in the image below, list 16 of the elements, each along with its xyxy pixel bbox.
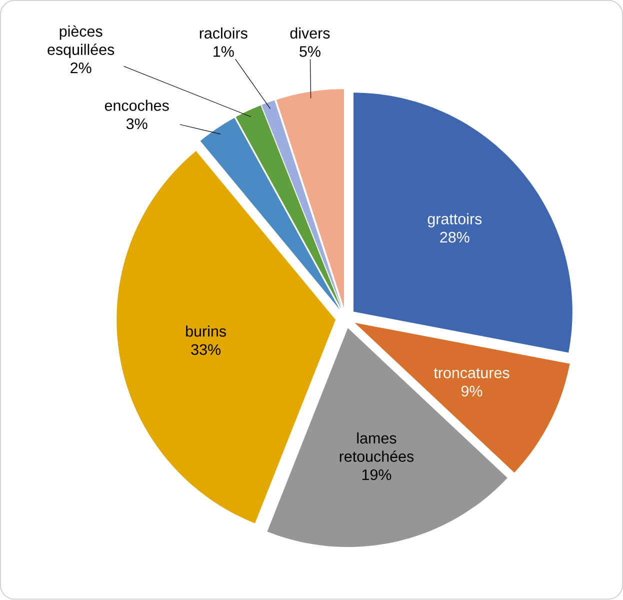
slice-label: grattoirs [428, 213, 482, 228]
data-label: 33% [191, 344, 220, 356]
data-label: 3% [126, 118, 148, 130]
slice-label: troncatures [434, 368, 510, 378]
slice-label: encoches [104, 100, 169, 112]
slice-label: burins [186, 326, 226, 337]
slice-label: racloirs [200, 28, 248, 39]
data-label: 1% [214, 46, 234, 58]
data-label: 19% [362, 470, 392, 480]
slice-label: divers [290, 28, 330, 39]
slice-label: lames retouchées [340, 432, 414, 462]
data-label: 5% [300, 46, 320, 58]
data-label: 9% [461, 386, 482, 397]
slice-label: pièces esquillées [48, 26, 114, 58]
data-label: 2% [70, 62, 92, 74]
data-label: 28% [440, 232, 470, 243]
